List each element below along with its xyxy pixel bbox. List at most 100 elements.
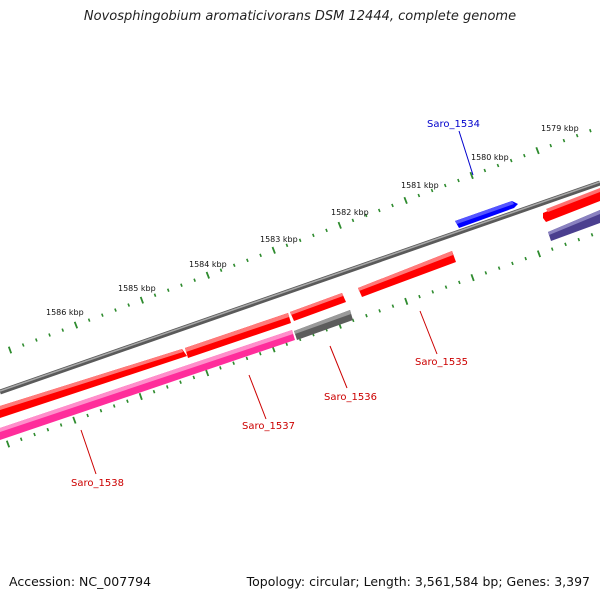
outer-tick (285, 243, 289, 248)
scale-label-1583: 1583 kbp (260, 235, 298, 244)
scale-label-1584: 1584 kbp (189, 260, 227, 269)
leader-saro-1536 (329, 345, 348, 389)
outer-tick (35, 338, 38, 342)
topology-text: Topology: circular; Length: 3,561,584 bp… (246, 574, 590, 589)
inner-tick (404, 297, 409, 305)
outer-tick (232, 263, 236, 267)
outer-tick (101, 313, 104, 317)
inner-tick (99, 408, 103, 413)
inner-tick (33, 432, 36, 437)
inner-tick (152, 389, 156, 394)
inner-tick (444, 285, 448, 289)
gene-top-right-indigo-shade (548, 210, 600, 235)
inner-tick (391, 304, 395, 308)
outer-tick (377, 208, 381, 213)
inner-tick (536, 250, 542, 258)
inner-tick (138, 392, 143, 401)
inner-tick (205, 369, 210, 377)
label-leaders (80, 130, 474, 475)
inner-tick (86, 413, 89, 418)
outer-tick (535, 146, 540, 155)
inner-tick (179, 380, 182, 384)
outer-tick (246, 258, 249, 263)
outer-tick (298, 238, 302, 243)
outer-tick (483, 168, 487, 173)
outer-tick (139, 296, 144, 304)
inner-tick (72, 416, 77, 424)
inner-tick (126, 399, 129, 403)
outer-tick (391, 203, 394, 208)
outer-tick (469, 171, 474, 180)
gene-saro-1537-shade (185, 313, 289, 352)
outer-tick (457, 178, 460, 183)
gene-saro-1536-shade (294, 310, 351, 334)
outer-tick (48, 333, 51, 337)
outer-tick (73, 321, 79, 329)
outer-tick (496, 163, 500, 168)
outer-tick (509, 158, 513, 163)
gene-saro-1534-shade (455, 201, 514, 224)
gene-left-red[interactable] (0, 349, 187, 418)
inner-tick (258, 351, 262, 356)
inner-tick (458, 280, 461, 285)
outer-tick (271, 246, 276, 254)
outer-tick (575, 133, 579, 138)
outer-tick (312, 233, 315, 238)
inner-tick (590, 233, 594, 237)
inner-tick (166, 385, 169, 389)
gene-label-saro-1534: Saro_1534 (427, 119, 480, 130)
gene-left-red-shade (0, 349, 183, 410)
outer-tick (403, 196, 408, 205)
inner-tick (285, 342, 289, 346)
gene-small-red-shade (290, 293, 343, 315)
outer-tick (114, 308, 117, 312)
outer-tick (443, 183, 447, 188)
scale-label-1581: 1581 kbp (401, 181, 439, 190)
inner-tick (497, 266, 501, 270)
accession-text: Accession: NC_007794 (9, 574, 152, 589)
gene-label-saro-1538: Saro_1538 (71, 478, 124, 489)
inner-tick (46, 427, 50, 432)
inner-tick (378, 309, 381, 313)
gene-label-saro-1537: Saro_1537 (242, 421, 295, 432)
outer-tick (351, 218, 355, 223)
inner-tick (470, 273, 475, 282)
outer-tick (430, 188, 434, 193)
outer-tick (193, 278, 196, 282)
inner-tick (245, 356, 249, 361)
scale-label-1586: 1586 kbp (46, 308, 84, 317)
genome-backbone-highlight (0, 181, 600, 392)
inner-tick (365, 313, 368, 318)
outer-tick (549, 143, 553, 148)
gene-saro-1538-shade (0, 330, 293, 432)
inner-tick (418, 294, 421, 299)
outer-tick (337, 221, 342, 229)
inner-tick (431, 290, 435, 294)
outer-tick (127, 303, 131, 307)
genome-backbone (0, 180, 600, 395)
outer-tick (417, 193, 421, 198)
outer-tick (21, 343, 25, 347)
outer-tick-track (7, 128, 592, 354)
inner-tick (192, 375, 196, 380)
leader-saro-1535 (419, 310, 438, 355)
inner-tick (219, 366, 222, 370)
gene-top-right-red-shade (546, 188, 600, 212)
outer-tick (153, 293, 157, 297)
scale-label-1579: 1579 kbp (541, 124, 579, 133)
map-title: Novosphingobium aromaticivorans DSM 1244… (83, 9, 517, 24)
leader-saro-1538 (80, 429, 97, 475)
inner-tick (59, 423, 63, 427)
scale-label-1585: 1585 kbp (118, 284, 156, 293)
gene-top-right-red[interactable] (543, 190, 600, 222)
inner-tick (511, 261, 514, 266)
outer-tick (7, 346, 13, 354)
inner-tick (232, 361, 235, 365)
outer-tick (180, 283, 183, 287)
outer-tick (523, 153, 526, 158)
inner-tick (484, 271, 488, 275)
outer-tick (205, 271, 210, 279)
inner-tick (577, 237, 581, 242)
gene-saro-1535-shade (358, 251, 453, 291)
